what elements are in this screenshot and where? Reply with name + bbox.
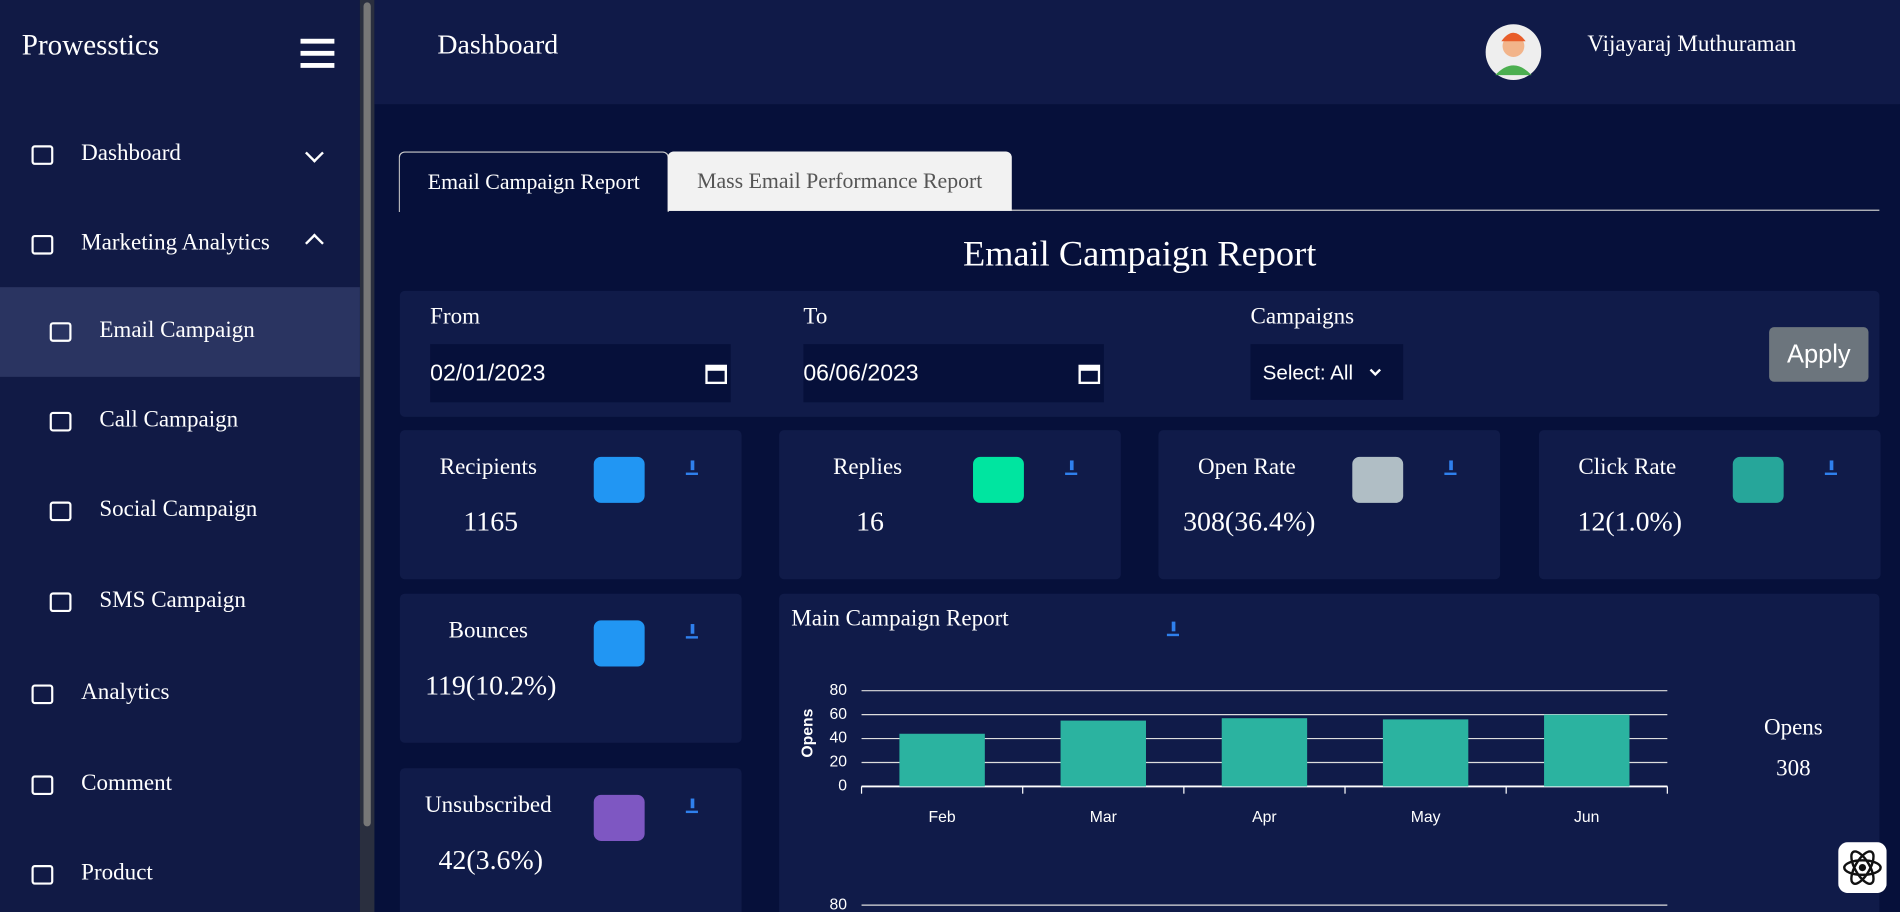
y-tick-label: 80 bbox=[829, 682, 847, 699]
campaigns-label: Campaigns bbox=[1250, 304, 1355, 330]
bar bbox=[1221, 718, 1308, 787]
from-label: From bbox=[430, 304, 481, 330]
calendar-icon[interactable] bbox=[705, 362, 728, 385]
card-value: 308(36.4%) bbox=[1183, 506, 1316, 537]
bar bbox=[1382, 719, 1469, 787]
card-label: Bounces bbox=[448, 617, 528, 644]
nav-item[interactable]: Comment bbox=[81, 770, 173, 797]
card-value: 12(1.0%) bbox=[1577, 506, 1683, 537]
card-icon bbox=[973, 456, 1024, 503]
stat-card bbox=[399, 768, 742, 912]
download-icon[interactable] bbox=[685, 456, 698, 475]
y-tick-label: 0 bbox=[838, 778, 847, 795]
tab-rule bbox=[399, 209, 1880, 211]
nav-item[interactable]: Social Campaign bbox=[99, 496, 258, 523]
nav-item[interactable]: Marketing Analytics bbox=[81, 230, 270, 256]
from-date[interactable]: 02/01/2023 bbox=[430, 344, 731, 403]
avatar[interactable] bbox=[1485, 22, 1542, 83]
to-label: To bbox=[803, 304, 828, 330]
card-icon bbox=[1352, 456, 1404, 503]
y-tick-label: 80 bbox=[829, 896, 847, 912]
nav-item[interactable]: Product bbox=[81, 860, 153, 886]
x-tick-label: Mar bbox=[1090, 809, 1117, 826]
bar bbox=[1060, 720, 1146, 787]
card-label: Replies bbox=[833, 454, 903, 480]
bar bbox=[1544, 714, 1630, 787]
nav-icon bbox=[49, 592, 72, 613]
y-tick-label: 20 bbox=[829, 754, 847, 771]
nav-icon bbox=[31, 684, 54, 705]
page-title: Dashboard bbox=[437, 29, 559, 60]
stat-card bbox=[1538, 430, 1881, 580]
x-tick-label: Apr bbox=[1252, 809, 1277, 826]
user-name[interactable]: Vijayaraj Muthuraman bbox=[1587, 31, 1797, 57]
sidebar bbox=[0, 0, 360, 912]
nav-item[interactable]: Analytics bbox=[81, 679, 170, 706]
stat-card bbox=[1158, 430, 1501, 580]
tab[interactable]: Mass Email Performance Report bbox=[667, 151, 1012, 211]
download-icon[interactable] bbox=[685, 620, 698, 639]
nav-item[interactable]: Dashboard bbox=[81, 140, 181, 167]
x-tick-label: May bbox=[1411, 809, 1441, 826]
download-icon[interactable] bbox=[1444, 456, 1457, 475]
tab-active[interactable]: Email Campaign Report bbox=[398, 151, 669, 213]
card-label: Open Rate bbox=[1197, 454, 1296, 480]
apply-button[interactable]: Apply bbox=[1769, 327, 1869, 382]
download-icon[interactable] bbox=[685, 794, 698, 814]
to-date[interactable]: 06/06/2023 bbox=[803, 344, 1104, 403]
nav-item[interactable]: Call Campaign bbox=[99, 407, 239, 433]
header bbox=[374, 0, 1900, 105]
card-value: 42(3.6%) bbox=[438, 844, 543, 875]
nav-icon bbox=[31, 865, 54, 885]
help-widget[interactable] bbox=[1838, 842, 1887, 894]
nav-icon bbox=[31, 775, 54, 796]
card-icon bbox=[1732, 456, 1784, 503]
nav-icon bbox=[31, 234, 54, 255]
y-axis-label: Opens bbox=[799, 708, 816, 757]
download-icon[interactable] bbox=[1824, 456, 1837, 475]
nav-icon bbox=[49, 501, 72, 522]
chevron bbox=[1369, 368, 1382, 377]
summary-label: Opens bbox=[1763, 714, 1823, 741]
card-value: 119(10.2%) bbox=[425, 670, 557, 701]
card-icon bbox=[593, 794, 645, 841]
nav-item[interactable]: SMS Campaign bbox=[99, 587, 246, 614]
chart-card-title: Main Campaign Report bbox=[791, 605, 1009, 632]
menu-toggle[interactable] bbox=[300, 36, 335, 70]
nav-icon bbox=[49, 411, 72, 432]
x-tick-label: Jun bbox=[1574, 809, 1599, 826]
x-tick-label: Feb bbox=[929, 809, 956, 826]
card-label: Unsubscribed bbox=[425, 792, 552, 818]
brand: Prowesstics bbox=[21, 30, 160, 62]
card-label: Recipients bbox=[439, 454, 537, 480]
nav-item[interactable]: Email Campaign bbox=[99, 317, 255, 343]
card-icon bbox=[593, 456, 645, 503]
stat-card bbox=[399, 430, 742, 580]
report-title: Email Campaign Report bbox=[962, 233, 1317, 274]
calendar-icon[interactable] bbox=[1078, 362, 1101, 385]
card-value: 16 bbox=[856, 506, 884, 537]
y-tick-label: 40 bbox=[829, 730, 847, 747]
stat-card bbox=[779, 430, 1121, 580]
active-nav-bg bbox=[0, 287, 360, 377]
card-value: 1165 bbox=[463, 506, 519, 537]
summary-value: 308 bbox=[1776, 756, 1811, 782]
scrollbar bbox=[359, 0, 375, 912]
stat-card bbox=[399, 593, 742, 743]
card-icon bbox=[593, 620, 645, 667]
card-label: Click Rate bbox=[1578, 454, 1677, 480]
download-icon[interactable] bbox=[1065, 456, 1078, 475]
download-icon[interactable] bbox=[1166, 617, 1180, 637]
bar bbox=[899, 733, 985, 787]
nav-icon bbox=[49, 322, 72, 342]
nav-icon bbox=[31, 145, 54, 165]
y-tick-label: 60 bbox=[829, 706, 847, 723]
